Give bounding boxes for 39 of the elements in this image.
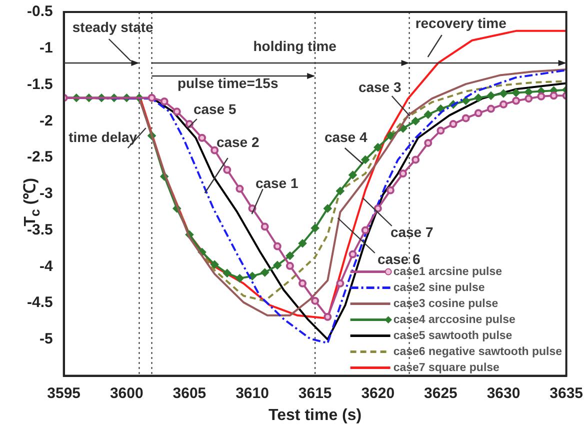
y-tick-label: -4.5 xyxy=(26,294,53,312)
annotation: steady state xyxy=(72,18,154,35)
x-tick-label: 3635 xyxy=(550,384,584,402)
x-tick-label: 3625 xyxy=(424,384,458,402)
x-tick-label: 3595 xyxy=(47,384,81,402)
legend-label: case2 sine pulse xyxy=(393,282,485,294)
y-tick-label: -2 xyxy=(40,112,53,130)
x-tick-label: 3620 xyxy=(361,384,395,402)
legend-label: case7 square pulse xyxy=(393,362,500,374)
legend-label: case6 negative sawtooth pulse xyxy=(393,346,562,358)
annotation: holding time xyxy=(253,38,337,54)
annotation: pulse time=15s xyxy=(177,74,278,91)
x-axis-title: Test time (s) xyxy=(268,406,362,424)
y-tick-label: -1 xyxy=(40,40,53,57)
annotation: case 4 xyxy=(324,128,368,145)
annotation: case 2 xyxy=(216,134,260,150)
annotation: time delay xyxy=(68,128,138,145)
legend-label: case3 cosine pulse xyxy=(393,298,498,310)
annotation: case 3 xyxy=(358,78,402,95)
x-tick-label: 3610 xyxy=(236,384,269,402)
y-tick-label: -3 xyxy=(40,185,53,202)
annotation: recovery time xyxy=(415,14,507,31)
y-tick-label: -4 xyxy=(40,258,54,275)
y-tick-label: -0.5 xyxy=(26,3,53,20)
y-tick-label: -1.5 xyxy=(26,76,53,93)
x-tick-label: 3615 xyxy=(298,384,332,402)
legend-label: case1 arcsine pulse xyxy=(393,266,502,278)
y-tick-label: -5 xyxy=(40,330,53,348)
annotation: case 7 xyxy=(390,224,434,240)
annotation: case 5 xyxy=(193,100,236,117)
legend-label: case4 arccosine pulse xyxy=(393,314,516,326)
y-tick-label: -3.5 xyxy=(26,221,53,238)
annotation: case 6 xyxy=(377,250,420,267)
x-tick-label: 3605 xyxy=(172,384,206,402)
x-tick-label: 3600 xyxy=(110,384,144,402)
y-tick-label: -2.5 xyxy=(26,148,53,166)
x-tick-label: 3630 xyxy=(486,384,520,402)
legend-label: case5 sawtooth pulse xyxy=(393,330,512,342)
annotation: case 1 xyxy=(255,174,298,191)
